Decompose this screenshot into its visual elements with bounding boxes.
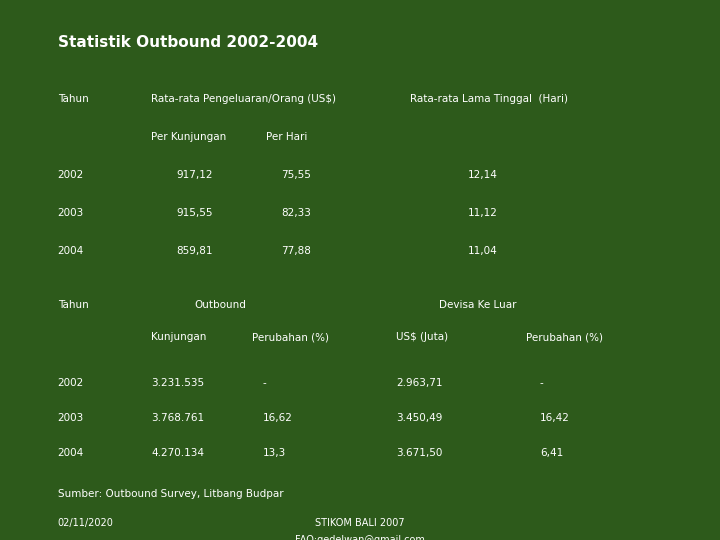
Text: 915,55: 915,55 bbox=[176, 208, 213, 218]
Text: 75,55: 75,55 bbox=[281, 170, 310, 180]
Text: 2004: 2004 bbox=[58, 246, 84, 256]
Text: -: - bbox=[540, 378, 544, 388]
Text: 2003: 2003 bbox=[58, 208, 84, 218]
Text: Outbound: Outbound bbox=[194, 300, 246, 310]
Text: Rata-rata Lama Tinggal  (Hari): Rata-rata Lama Tinggal (Hari) bbox=[410, 94, 568, 105]
Text: 859,81: 859,81 bbox=[176, 246, 213, 256]
Text: 11,04: 11,04 bbox=[468, 246, 498, 256]
Text: Kunjungan: Kunjungan bbox=[151, 332, 207, 342]
Text: 3.231.535: 3.231.535 bbox=[151, 378, 204, 388]
Text: 12,14: 12,14 bbox=[468, 170, 498, 180]
Text: Per Hari: Per Hari bbox=[266, 132, 307, 143]
Text: 3.768.761: 3.768.761 bbox=[151, 413, 204, 423]
Text: Perubahan (%): Perubahan (%) bbox=[252, 332, 329, 342]
Text: 2004: 2004 bbox=[58, 448, 84, 458]
Text: 2002: 2002 bbox=[58, 378, 84, 388]
Text: 82,33: 82,33 bbox=[281, 208, 310, 218]
Text: Rata-rata Pengeluaran/Orang (US$): Rata-rata Pengeluaran/Orang (US$) bbox=[151, 94, 336, 105]
Text: 11,12: 11,12 bbox=[468, 208, 498, 218]
Text: STIKOM BALI 2007: STIKOM BALI 2007 bbox=[315, 518, 405, 529]
Text: 917,12: 917,12 bbox=[176, 170, 213, 180]
Text: Devisa Ke Luar: Devisa Ke Luar bbox=[439, 300, 517, 310]
Text: 77,88: 77,88 bbox=[281, 246, 310, 256]
Text: Sumber: Outbound Survey, Litbang Budpar: Sumber: Outbound Survey, Litbang Budpar bbox=[58, 489, 283, 499]
Text: US$ (Juta): US$ (Juta) bbox=[396, 332, 448, 342]
Text: FAQ:gedelwan@gmail.com: FAQ:gedelwan@gmail.com bbox=[295, 535, 425, 540]
Text: Tahun: Tahun bbox=[58, 300, 89, 310]
Text: 3.450,49: 3.450,49 bbox=[396, 413, 442, 423]
Text: 16,62: 16,62 bbox=[263, 413, 292, 423]
Text: 4.270.134: 4.270.134 bbox=[151, 448, 204, 458]
Text: 3.671,50: 3.671,50 bbox=[396, 448, 442, 458]
Text: Statistik Outbound 2002-2004: Statistik Outbound 2002-2004 bbox=[58, 35, 318, 50]
Text: Tahun: Tahun bbox=[58, 94, 89, 105]
Text: Per Kunjungan: Per Kunjungan bbox=[151, 132, 227, 143]
Text: -: - bbox=[263, 378, 266, 388]
Text: 02/11/2020: 02/11/2020 bbox=[58, 518, 114, 529]
Text: 16,42: 16,42 bbox=[540, 413, 570, 423]
Text: 13,3: 13,3 bbox=[263, 448, 286, 458]
Text: Perubahan (%): Perubahan (%) bbox=[526, 332, 603, 342]
Text: 2.963,71: 2.963,71 bbox=[396, 378, 443, 388]
Text: 2003: 2003 bbox=[58, 413, 84, 423]
Text: 6,41: 6,41 bbox=[540, 448, 563, 458]
Text: 2002: 2002 bbox=[58, 170, 84, 180]
